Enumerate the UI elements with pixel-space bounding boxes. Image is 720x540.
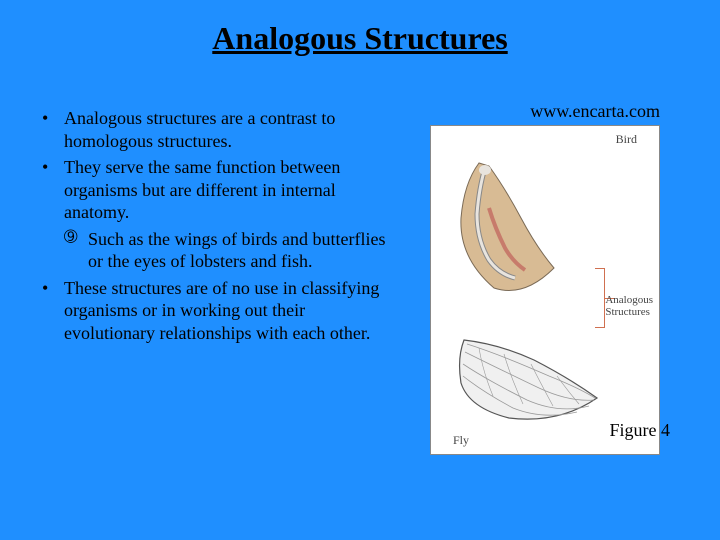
figure-column: www.encarta.com Bird Analogous Structure…	[400, 107, 690, 455]
sub-bullet-item: Such as the wings of birds and butterfli…	[40, 228, 400, 273]
bird-joint	[479, 165, 491, 175]
label-analogous: Analogous Structures	[605, 294, 653, 318]
page-title: Analogous Structures	[0, 0, 720, 57]
bullet-item: They serve the same function between org…	[40, 156, 400, 224]
bullet-column: Analogous structures are a contrast to h…	[40, 107, 400, 455]
bullet-list: These structures are of no use in classi…	[40, 277, 400, 345]
fly-wing-shape	[460, 340, 597, 419]
content-row: Analogous structures are a contrast to h…	[0, 57, 720, 455]
bullet-list: Analogous structures are a contrast to h…	[40, 107, 400, 224]
bird-wing-icon	[449, 148, 599, 298]
label-fly: Fly	[453, 433, 469, 448]
source-label: www.encarta.com	[530, 101, 660, 122]
bullet-item: Analogous structures are a contrast to h…	[40, 107, 400, 152]
bird-wing-shape	[461, 163, 554, 291]
fly-wing-icon	[449, 328, 609, 428]
figure-box: Bird Analogous Structures	[430, 125, 660, 455]
label-analogous-l2: Structures	[605, 306, 650, 318]
label-bird: Bird	[616, 132, 637, 147]
label-analogous-l1: Analogous	[605, 294, 653, 306]
bullet-item: These structures are of no use in classi…	[40, 277, 400, 345]
bracket-icon	[595, 268, 605, 328]
figure-caption: Figure 4	[610, 420, 671, 441]
